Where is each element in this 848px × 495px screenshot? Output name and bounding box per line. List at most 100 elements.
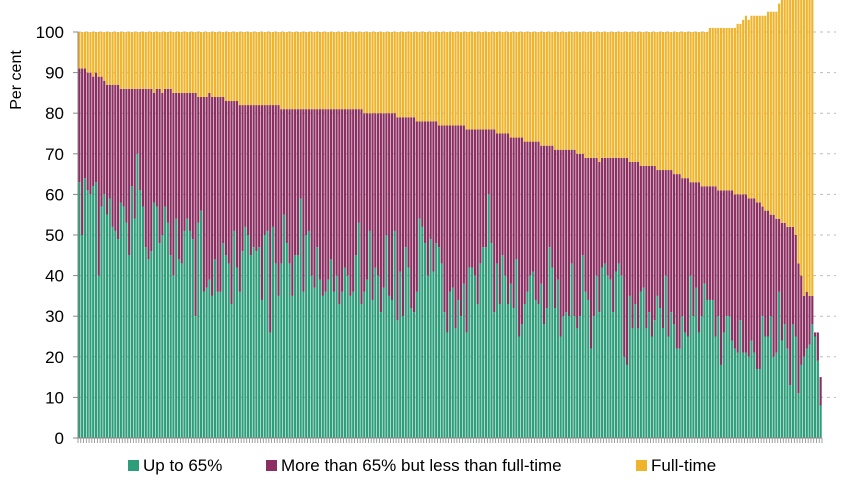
bar-segment-full-time bbox=[534, 32, 537, 142]
bar-segment-full-time bbox=[216, 32, 219, 97]
bar-segment-up-to-65 bbox=[769, 316, 772, 438]
bar-segment-full-time bbox=[769, 11, 772, 215]
bar-segment-more-than-65 bbox=[150, 88, 153, 252]
bar-segment-more-than-65 bbox=[667, 170, 670, 337]
bar-segment-up-to-65 bbox=[418, 218, 421, 438]
bar-segment-more-than-65 bbox=[540, 145, 543, 284]
bar-segment-full-time bbox=[233, 32, 236, 102]
bar-segment-full-time bbox=[753, 15, 756, 199]
bar-segment-up-to-65 bbox=[313, 287, 316, 438]
bar-segment-up-to-65 bbox=[650, 336, 653, 438]
bar-segment-full-time bbox=[401, 32, 405, 118]
bar-segment-up-to-65 bbox=[114, 230, 117, 438]
bar-segment-full-time bbox=[507, 32, 510, 134]
bar-segment-full-time bbox=[305, 32, 308, 110]
bar-segment-up-to-65 bbox=[144, 247, 147, 438]
bar-segment-up-to-65 bbox=[695, 287, 698, 438]
bar-segment-full-time bbox=[418, 32, 421, 122]
bar-segment-more-than-65 bbox=[780, 222, 783, 341]
bar-segment-more-than-65 bbox=[692, 182, 695, 317]
bar-segment-full-time bbox=[313, 32, 316, 110]
bar-segment-up-to-65 bbox=[329, 259, 333, 438]
bar-segment-full-time bbox=[625, 32, 629, 158]
bar-segment-more-than-65 bbox=[614, 157, 618, 272]
bar-segment-full-time bbox=[609, 32, 612, 158]
bar-segment-full-time bbox=[224, 32, 228, 102]
bar-segment-up-to-65 bbox=[689, 275, 692, 438]
bar-segment-up-to-65 bbox=[814, 336, 817, 438]
bar-segment-full-time bbox=[205, 32, 208, 97]
bar-segment-more-than-65 bbox=[786, 226, 789, 349]
bar-segment-up-to-65 bbox=[164, 206, 167, 438]
bar-segment-more-than-65 bbox=[672, 174, 676, 325]
bar-segment-more-than-65 bbox=[462, 125, 465, 284]
bar-segment-full-time bbox=[119, 32, 122, 89]
legend-item-up-to-65: Up to 65% bbox=[128, 456, 222, 475]
bar-segment-more-than-65 bbox=[139, 88, 142, 191]
bar-segment-up-to-65 bbox=[678, 348, 681, 438]
bar-segment-more-than-65 bbox=[758, 202, 761, 369]
bar-segment-full-time bbox=[612, 32, 615, 158]
bar-segment-full-time bbox=[739, 23, 742, 195]
bar-segment-up-to-65 bbox=[578, 316, 582, 438]
bar-segment-full-time bbox=[352, 32, 355, 110]
bar-segment-up-to-65 bbox=[407, 267, 410, 438]
bar-segment-full-time bbox=[158, 32, 161, 89]
y-tick-label: 10 bbox=[45, 388, 64, 407]
bar-segment-up-to-65 bbox=[205, 287, 208, 438]
bar-segment-up-to-65 bbox=[570, 263, 573, 438]
bar-segment-up-to-65 bbox=[238, 291, 241, 438]
bar-segment-more-than-65 bbox=[459, 125, 463, 317]
bar-segment-full-time bbox=[661, 32, 665, 171]
bar-segment-full-time bbox=[645, 32, 648, 166]
bar-segment-full-time bbox=[200, 32, 203, 97]
bar-segment-more-than-65 bbox=[202, 96, 205, 292]
bar-segment-more-than-65 bbox=[437, 125, 441, 248]
bar-segment-more-than-65 bbox=[230, 101, 233, 305]
bar-segment-full-time bbox=[714, 27, 717, 187]
bar-segment-more-than-65 bbox=[89, 72, 92, 195]
bar-segment-more-than-65 bbox=[606, 157, 609, 276]
bar-segment-up-to-65 bbox=[512, 308, 515, 438]
bar-segment-up-to-65 bbox=[89, 194, 92, 438]
bar-segment-more-than-65 bbox=[446, 125, 449, 333]
bar-segment-up-to-65 bbox=[559, 336, 562, 438]
bar-segment-full-time bbox=[584, 32, 587, 158]
bar-segment-more-than-65 bbox=[457, 125, 460, 300]
bar-segment-up-to-65 bbox=[374, 267, 377, 438]
bar-segment-more-than-65 bbox=[111, 84, 114, 227]
bar-segment-up-to-65 bbox=[637, 328, 640, 438]
bar-segment-up-to-65 bbox=[122, 206, 125, 438]
bar-segment-up-to-65 bbox=[603, 263, 606, 438]
bar-segment-more-than-65 bbox=[222, 96, 225, 244]
bar-segment-up-to-65 bbox=[302, 291, 305, 438]
bar-segment-full-time bbox=[147, 32, 150, 89]
bar-segment-more-than-65 bbox=[814, 332, 817, 337]
bar-segment-up-to-65 bbox=[147, 259, 150, 438]
bar-segment-full-time bbox=[725, 27, 728, 191]
bar-segment-more-than-65 bbox=[235, 101, 239, 268]
bar-segment-full-time bbox=[761, 15, 764, 207]
bar-segment-more-than-65 bbox=[100, 76, 103, 207]
bar-segment-full-time bbox=[706, 32, 709, 187]
bar-segment-more-than-65 bbox=[352, 109, 355, 292]
bar-segment-more-than-65 bbox=[772, 214, 775, 357]
bar-segment-up-to-65 bbox=[623, 356, 626, 438]
bar-segment-up-to-65 bbox=[208, 279, 211, 438]
bar-segment-up-to-65 bbox=[606, 275, 609, 438]
bar-segment-full-time bbox=[125, 32, 128, 89]
bar-segment-up-to-65 bbox=[819, 405, 822, 438]
bar-segment-full-time bbox=[758, 15, 761, 203]
bar-segment-up-to-65 bbox=[421, 226, 424, 438]
bar-segment-full-time bbox=[578, 32, 582, 154]
bar-segment-up-to-65 bbox=[711, 299, 714, 438]
bar-segment-more-than-65 bbox=[158, 88, 161, 244]
bar-segment-up-to-65 bbox=[83, 178, 86, 438]
bar-segment-up-to-65 bbox=[172, 275, 175, 438]
bar-segment-more-than-65 bbox=[191, 92, 194, 240]
bar-segment-up-to-65 bbox=[288, 263, 291, 438]
bar-segment-more-than-65 bbox=[299, 109, 302, 199]
bar-segment-up-to-65 bbox=[78, 182, 81, 438]
bar-segment-more-than-65 bbox=[175, 92, 178, 219]
bar-segment-up-to-65 bbox=[471, 267, 474, 438]
